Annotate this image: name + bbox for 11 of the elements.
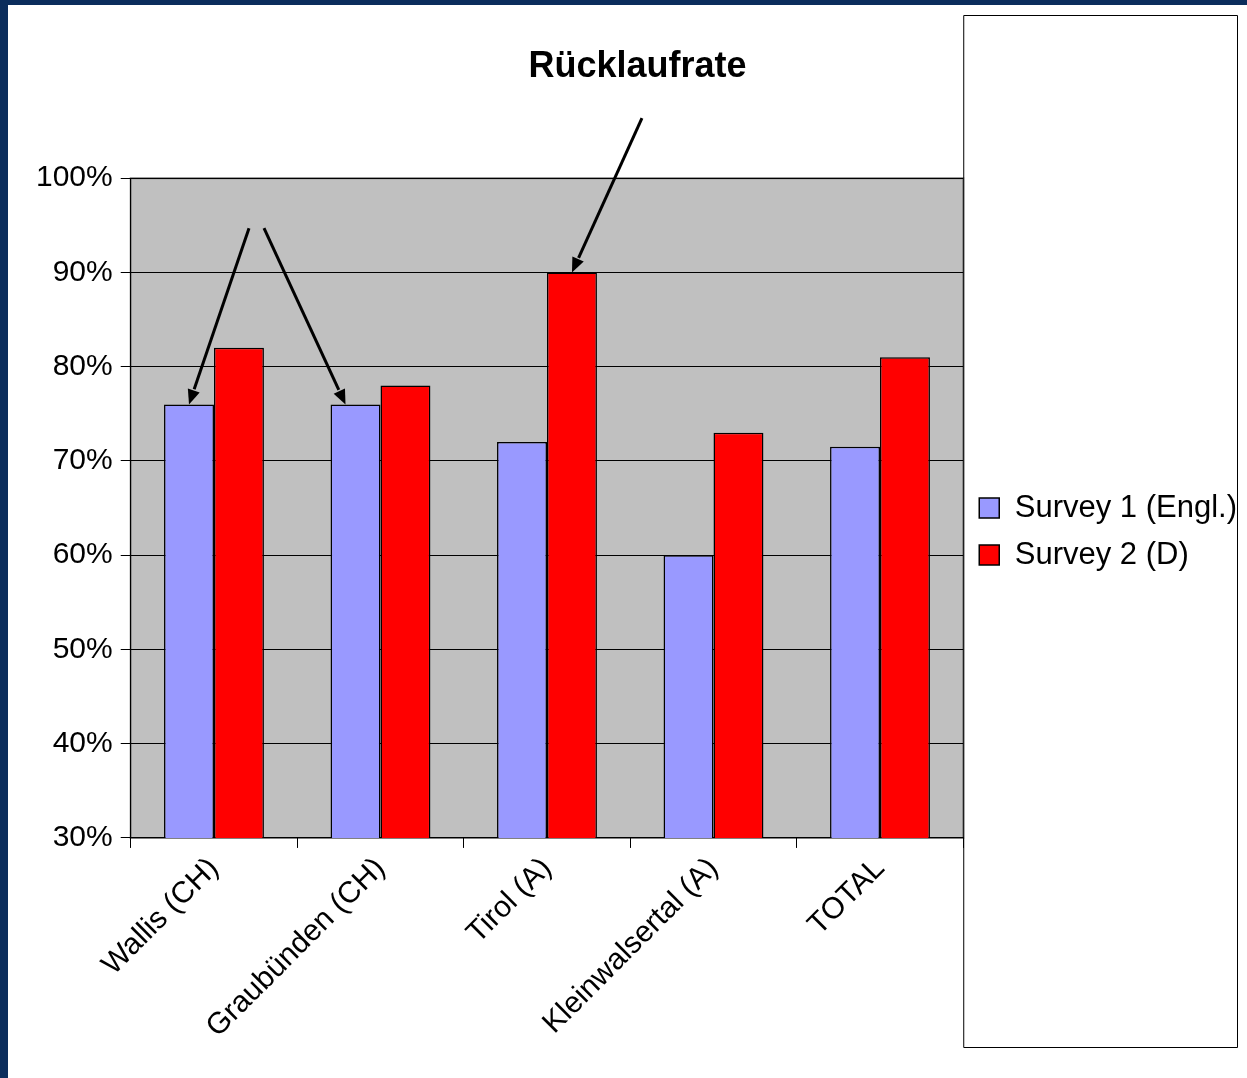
y-tick-label: 80% <box>52 347 113 381</box>
legend-label: Survey 2 (D) <box>1014 535 1189 571</box>
y-tick-label: 50% <box>52 630 113 664</box>
y-tick-label: 100% <box>35 159 113 193</box>
legend-label: Survey 1 (Engl.) <box>1014 488 1238 524</box>
y-tick-label: 40% <box>52 724 113 758</box>
y-tick-label: 90% <box>52 253 113 287</box>
y-tick-label: 30% <box>52 819 113 853</box>
y-tick-label: 60% <box>52 536 113 570</box>
chart-title: Rücklaufrate <box>528 43 747 85</box>
y-tick-label: 70% <box>52 442 113 476</box>
